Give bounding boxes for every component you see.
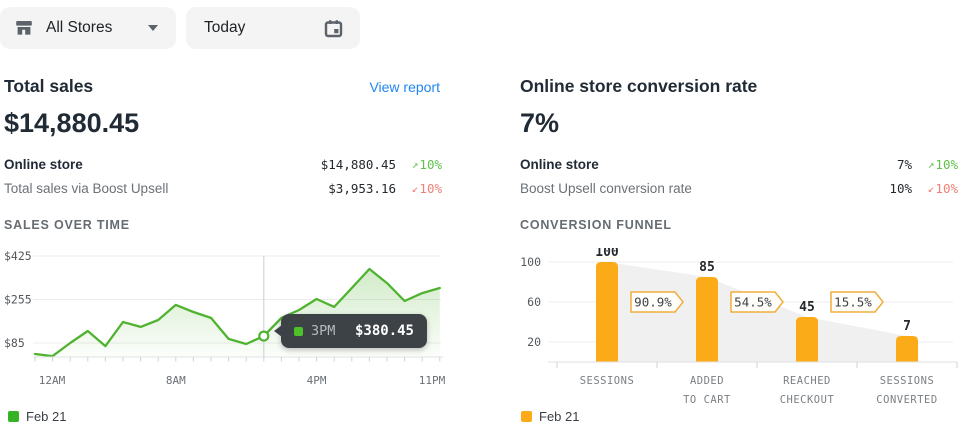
delta-percent: 10% <box>935 156 958 172</box>
total-sales-metric-rows: Online store $14,880.45 ↗ 10% Total sales… <box>4 152 442 200</box>
arrow-down-left-icon: ↙ <box>927 181 935 195</box>
chart-tooltip: 3PM $380.45 <box>274 314 427 348</box>
arrow-up-right-icon: ↗ <box>927 157 935 171</box>
svg-text:11PM: 11PM <box>419 374 446 387</box>
total-sales-title: Total sales <box>4 76 94 96</box>
svg-text:15.5%: 15.5% <box>834 295 872 310</box>
legend-label: Feb 21 <box>539 409 580 424</box>
legend-swatch-orange <box>521 411 532 422</box>
svg-text:100: 100 <box>595 248 619 260</box>
svg-text:8AM: 8AM <box>166 374 186 387</box>
svg-text:SESSIONS: SESSIONS <box>880 375 935 387</box>
view-report-link[interactable]: View report <box>369 79 440 95</box>
metric-value: $14,880.45 <box>320 156 396 172</box>
date-selector-label: Today <box>204 19 246 36</box>
metric-row-online-store-conversion: Online store 7% ↗ 10% <box>520 152 958 176</box>
metric-label: Total sales via Boost Upsell <box>4 180 169 196</box>
conversion-funnel-section-title: CONVERSION FUNNEL <box>520 218 672 232</box>
svg-text:$255: $255 <box>4 292 32 306</box>
delta-badge: ↙ 10% <box>396 181 442 196</box>
metric-value: 7% <box>896 156 912 172</box>
tooltip-series-swatch <box>294 326 303 336</box>
svg-text:REACHED: REACHED <box>783 375 831 387</box>
metric-label: Online store <box>4 156 83 172</box>
conversion-rate-title: Online store conversion rate <box>520 76 758 96</box>
delta-badge: ↙ 10% <box>912 181 958 196</box>
svg-text:20: 20 <box>527 335 541 349</box>
svg-text:60: 60 <box>527 295 541 309</box>
metric-label: Boost Upsell conversion rate <box>520 180 692 196</box>
metric-value: $3,953.16 <box>328 180 396 196</box>
conversion-rate-headline-value: 7% <box>520 108 560 138</box>
metric-row-boost-upsell-conversion: Boost Upsell conversion rate 10% ↙ 10% <box>520 176 958 200</box>
delta-badge: ↗ 10% <box>396 157 442 172</box>
delta-percent: 10% <box>419 156 442 172</box>
legend-label: Feb 21 <box>26 409 67 424</box>
svg-text:90.9%: 90.9% <box>634 295 672 310</box>
sales-chart-legend: Feb 21 <box>8 409 66 424</box>
store-icon <box>14 18 34 38</box>
svg-text:$85: $85 <box>4 336 25 350</box>
sales-over-time-section-title: SALES OVER TIME <box>4 218 130 232</box>
metric-row-online-store-sales: Online store $14,880.45 ↗ 10% <box>4 152 442 176</box>
arrow-up-right-icon: ↗ <box>411 157 419 171</box>
total-sales-headline-value: $14,880.45 <box>4 108 140 138</box>
calendar-icon <box>323 18 344 39</box>
svg-text:4PM: 4PM <box>307 374 327 387</box>
svg-text:45: 45 <box>799 300 815 315</box>
svg-text:CHECKOUT: CHECKOUT <box>780 394 835 406</box>
svg-text:TO CART: TO CART <box>683 394 731 406</box>
conversion-rate-metric-rows: Online store 7% ↗ 10% Boost Upsell conver… <box>520 152 958 200</box>
store-selector-label: All Stores <box>46 19 113 36</box>
svg-text:7: 7 <box>903 319 911 334</box>
metric-row-boost-upsell-sales: Total sales via Boost Upsell $3,953.16 ↙… <box>4 176 442 200</box>
funnel-chart-legend: Feb 21 <box>521 409 579 424</box>
svg-text:100: 100 <box>520 255 541 269</box>
arrow-down-left-icon: ↙ <box>411 181 419 195</box>
tooltip-time: 3PM <box>311 323 336 339</box>
svg-text:SESSIONS: SESSIONS <box>580 375 635 387</box>
legend-swatch-green <box>8 411 19 422</box>
svg-text:54.5%: 54.5% <box>734 295 772 310</box>
store-selector-button[interactable]: All Stores <box>0 7 176 49</box>
svg-text:$425: $425 <box>4 249 32 263</box>
svg-text:85: 85 <box>699 260 715 275</box>
date-selector-button[interactable]: Today <box>186 7 360 49</box>
total-sales-card-header: Total sales View report <box>4 76 440 97</box>
tooltip-value: $380.45 <box>354 323 414 339</box>
svg-text:12AM: 12AM <box>39 374 66 387</box>
conversion-funnel-chart[interactable]: 100 85 45 7 90.9% 54.5% 15.5% 20 60 100 SESSIONS AD… <box>510 248 960 423</box>
metric-value: 10% <box>889 180 912 196</box>
delta-badge: ↗ 10% <box>912 157 958 172</box>
chevron-down-icon <box>148 25 158 31</box>
delta-percent: 10% <box>419 180 442 196</box>
svg-text:CONVERTED: CONVERTED <box>876 394 937 406</box>
svg-text:ADDED: ADDED <box>690 375 724 387</box>
conversion-rate-card-header: Online store conversion rate <box>520 76 958 97</box>
delta-percent: 10% <box>935 180 958 196</box>
metric-label: Online store <box>520 156 599 172</box>
